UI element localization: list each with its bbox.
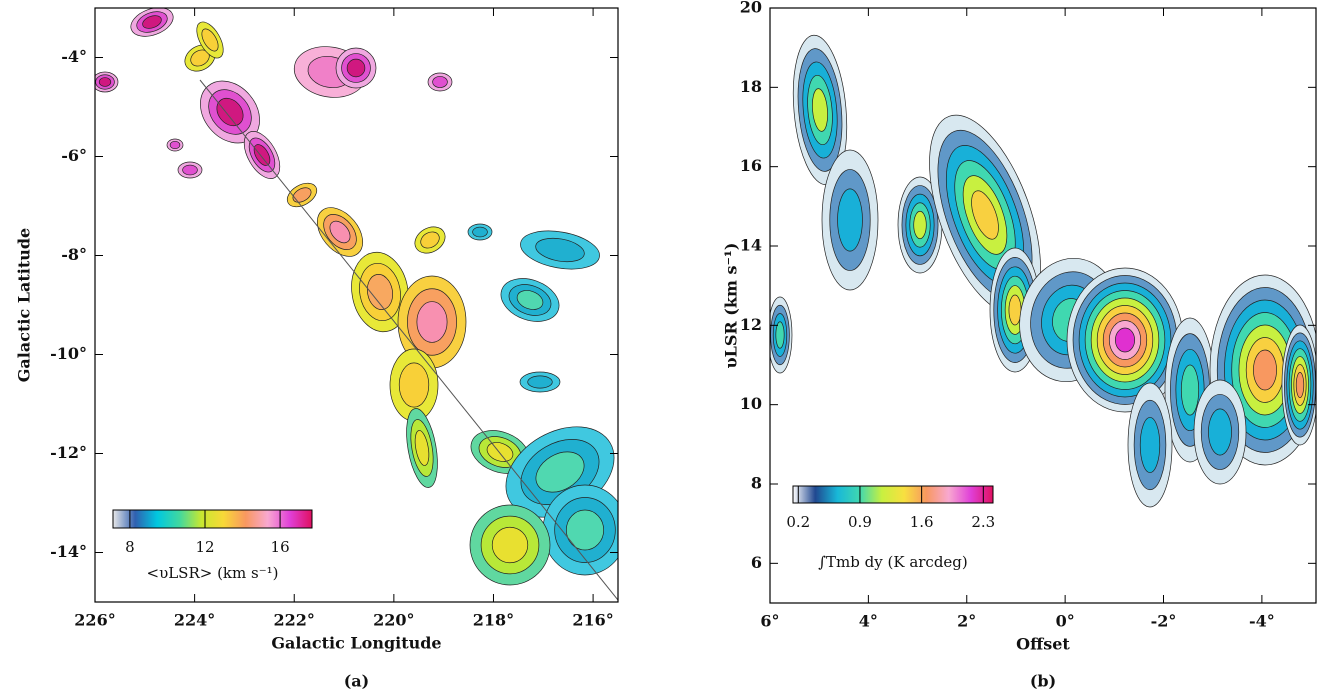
emission-contour <box>1008 294 1022 326</box>
emission-contour <box>169 140 181 150</box>
colorbar-tick-label: 2.3 <box>971 513 995 531</box>
y-tick-label: -10° <box>50 344 87 363</box>
x-tick-label: 220° <box>373 611 414 630</box>
colorbar <box>112 509 313 529</box>
colorbar-label: ∫Tmb dy (K arcdeg) <box>818 553 968 571</box>
x-tick-label: 226° <box>74 611 115 630</box>
y-tick-label: -6° <box>61 146 87 165</box>
x-tick-label: -2° <box>1151 612 1177 631</box>
emission-contour <box>1295 372 1305 398</box>
emission-contour <box>432 76 448 88</box>
emission-contour <box>98 77 112 87</box>
emission-contour <box>142 15 162 29</box>
emission-contour <box>416 301 448 343</box>
emission-contour <box>472 226 488 238</box>
y-axis-title: Galactic Latitude <box>15 228 34 382</box>
colorbar-tick-label: 12 <box>195 538 214 556</box>
emission-contour <box>1139 417 1161 473</box>
y-tick-label: 16 <box>740 156 762 175</box>
x-tick-label: 218° <box>473 611 514 630</box>
colorbar-label: <υLSR> (km s⁻¹) <box>147 564 279 582</box>
emission-contour <box>535 451 585 493</box>
emission-contour <box>565 509 605 551</box>
emission-contour <box>1114 327 1136 353</box>
x-tick-label: 0° <box>1056 612 1075 631</box>
emission-contour <box>913 210 927 240</box>
emission-contour <box>201 28 219 52</box>
colorbar-tick-label: 1.6 <box>910 513 934 531</box>
emission-contour <box>1180 364 1200 416</box>
colorbar-tick-label: 16 <box>271 538 290 556</box>
y-tick-label: 20 <box>740 0 762 17</box>
y-tick-label: 12 <box>740 315 762 334</box>
emission-contour <box>398 362 430 408</box>
emission-contour <box>812 88 828 132</box>
cut-line <box>199 79 618 601</box>
y-tick-label: -12° <box>50 443 87 462</box>
emission-contour <box>292 187 312 203</box>
emission-contour <box>367 274 393 310</box>
x-tick-label: 216° <box>572 611 613 630</box>
x-tick-label: 224° <box>174 611 215 630</box>
y-tick-label: 18 <box>740 77 762 96</box>
y-tick-label: 14 <box>740 236 762 255</box>
y-tick-label: 8 <box>751 474 762 493</box>
x-tick-label: -4° <box>1249 612 1275 631</box>
emission-contour <box>420 231 440 249</box>
x-axis-title: Offset <box>1016 635 1070 654</box>
caption: (a) <box>344 672 370 691</box>
colorbar-tick-label: 0.2 <box>786 513 810 531</box>
emission-contour <box>1208 408 1232 456</box>
emission-contour <box>516 290 544 310</box>
colorbar-tick-label: 8 <box>125 538 135 556</box>
plot-frame <box>94 7 619 603</box>
y-tick-label: -8° <box>61 245 87 264</box>
emission-contour <box>182 164 198 176</box>
emission-contour <box>527 375 553 389</box>
x-tick-label: 6° <box>760 612 779 631</box>
caption: (b) <box>1030 672 1056 691</box>
x-axis-title: Galactic Longitude <box>271 634 441 653</box>
emission-contour <box>535 237 585 263</box>
emission <box>770 34 1316 508</box>
x-tick-label: 222° <box>274 611 315 630</box>
x-tick-label: 2° <box>957 612 976 631</box>
emission-contour <box>414 430 430 466</box>
colorbar <box>792 485 994 504</box>
emission <box>95 8 618 601</box>
x-tick-label: 4° <box>859 612 878 631</box>
emission-contour <box>216 97 244 127</box>
emission-contour <box>837 188 863 252</box>
y-tick-label: -14° <box>50 542 87 561</box>
emission-contour <box>346 58 366 78</box>
y-axis-title: υLSR (km s⁻¹) <box>722 243 741 369</box>
emission-contour <box>491 526 529 564</box>
emission-contour <box>775 321 785 349</box>
emission-contour <box>329 220 351 244</box>
y-tick-label: -4° <box>61 47 87 66</box>
emission-contour <box>486 442 514 462</box>
emission-contour <box>971 190 999 240</box>
plot-frame <box>769 7 1317 604</box>
colorbar-tick-label: 0.9 <box>848 513 872 531</box>
y-tick-label: 10 <box>740 394 762 413</box>
emission-contour <box>1253 349 1277 391</box>
y-tick-label: 6 <box>751 553 762 572</box>
